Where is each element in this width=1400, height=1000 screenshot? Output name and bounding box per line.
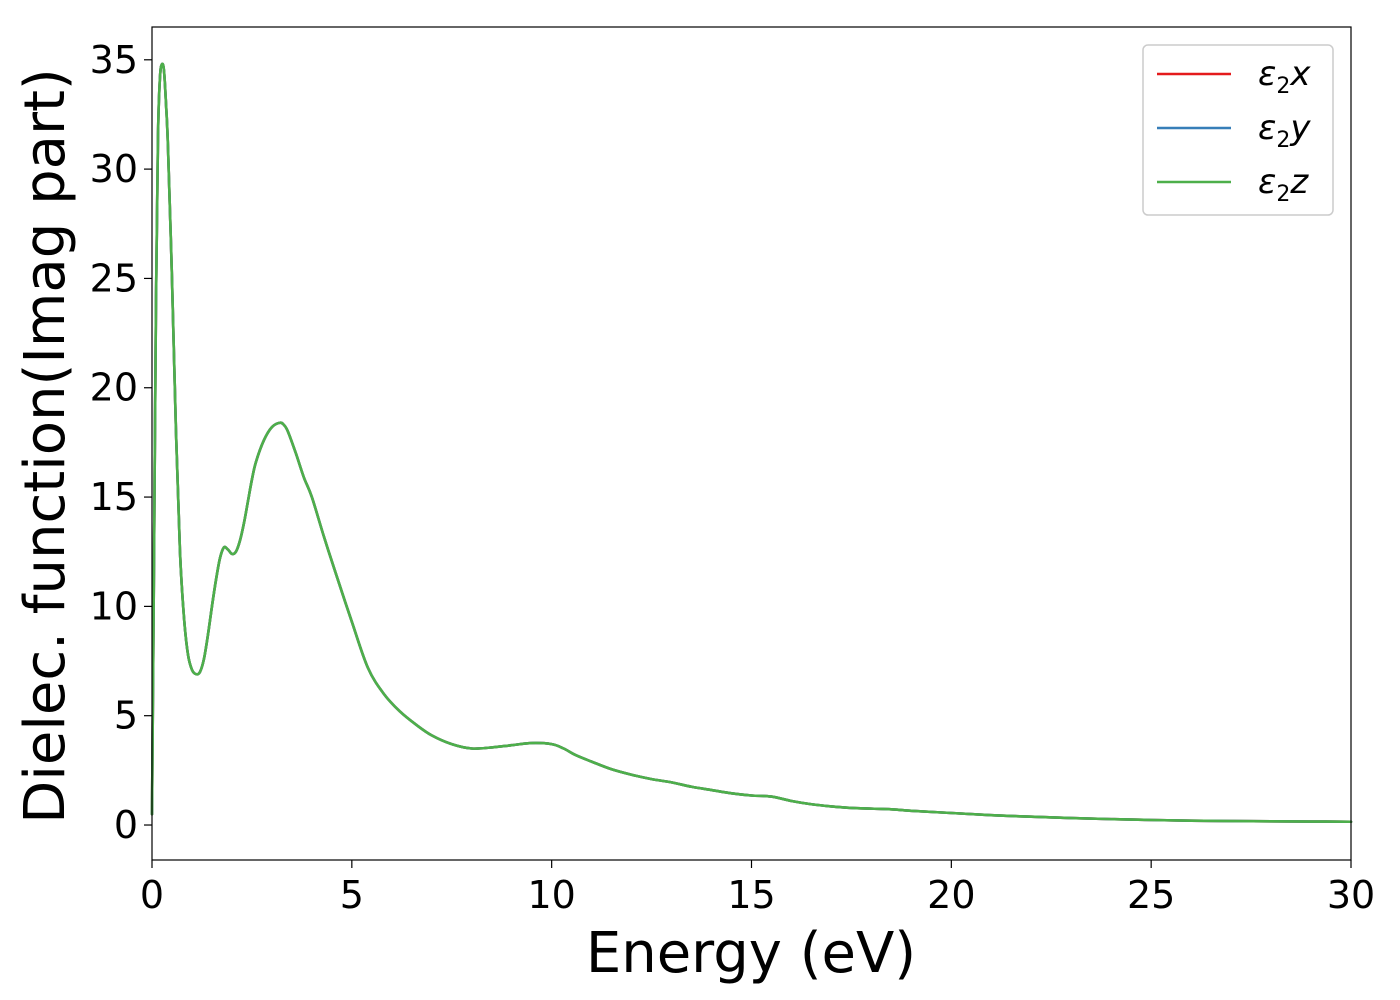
y-tick-label: 15: [90, 475, 138, 519]
legend: ε2x ε2y ε2z: [1142, 44, 1334, 216]
x-tick-label: 15: [727, 873, 775, 917]
legend-label-x: ε2x: [1258, 54, 1311, 99]
series-lines: [150, 62, 1353, 824]
legend-label-z: ε2z: [1258, 162, 1309, 207]
y-tick-label: 5: [114, 694, 138, 738]
x-tick-label: 5: [340, 873, 364, 917]
y-tick-label: 25: [90, 256, 138, 300]
plot-frame: [151, 26, 1352, 861]
y-tick-label: 0: [114, 803, 138, 847]
x-tick-label: 20: [927, 873, 975, 917]
x-tick-label: 0: [140, 873, 164, 917]
y-tick-label: 35: [90, 38, 138, 82]
series-line-z: [150, 62, 1353, 824]
x-axis-label: Energy (eV): [586, 921, 916, 986]
x-axis-ticks: 0 5 10 15 20 25 30: [140, 860, 1375, 917]
x-tick-label: 30: [1327, 873, 1375, 917]
x-tick-label: 10: [527, 873, 575, 917]
y-tick-label: 10: [90, 584, 138, 628]
y-axis-label: Dielec. function(Imag part): [13, 68, 78, 824]
legend-label-y: ε2y: [1258, 108, 1311, 153]
y-axis-ticks: 0 5 10 15 20 25 30 35: [90, 38, 152, 847]
legend-box: [1142, 44, 1334, 216]
y-tick-label: 20: [90, 366, 138, 410]
y-tick-label: 30: [90, 147, 138, 191]
x-tick-label: 25: [1127, 873, 1175, 917]
